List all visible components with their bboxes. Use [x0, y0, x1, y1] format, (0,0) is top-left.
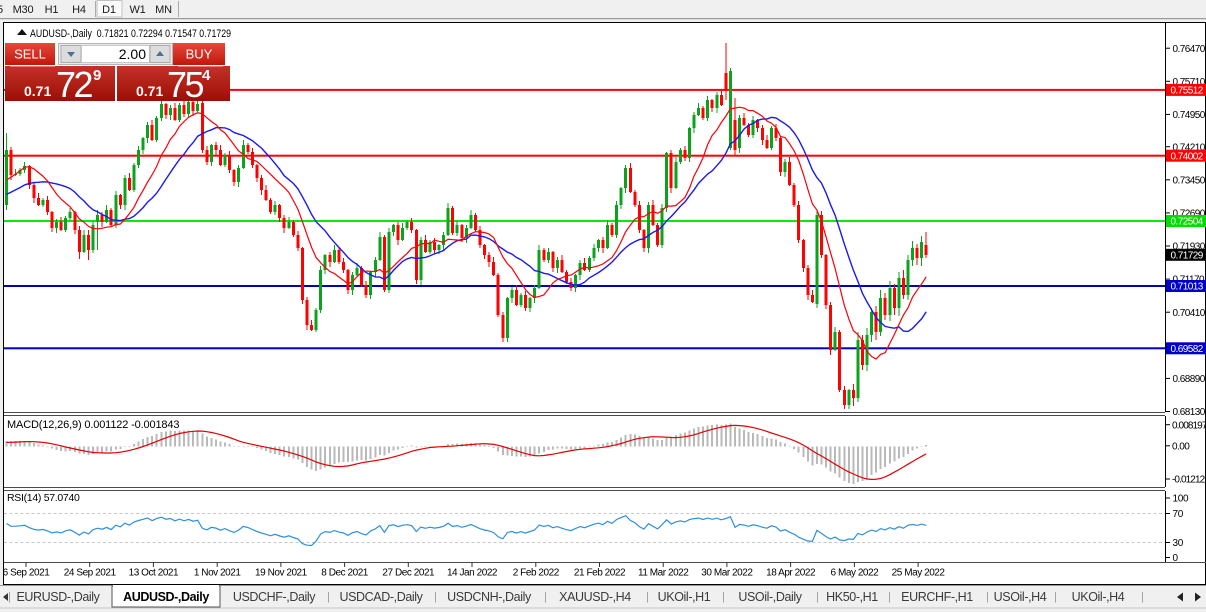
svg-text:70: 70 — [1173, 509, 1184, 520]
svg-text:19 Nov 2021: 19 Nov 2021 — [255, 568, 308, 579]
svg-text:1 Nov 2021: 1 Nov 2021 — [194, 568, 242, 579]
svg-text:-0.01212: -0.01212 — [1172, 475, 1206, 486]
svg-text:USOil-,H4: USOil-,H4 — [994, 590, 1047, 604]
svg-text:0.00: 0.00 — [1172, 441, 1190, 452]
svg-text:0.74002: 0.74002 — [1171, 151, 1204, 162]
svg-text:0: 0 — [1173, 553, 1179, 564]
svg-text:0.73450: 0.73450 — [1173, 175, 1206, 186]
svg-text:|: | — [888, 591, 891, 603]
svg-text:24 Sep 2021: 24 Sep 2021 — [64, 568, 117, 579]
svg-text:USDCNH-,Daily: USDCNH-,Daily — [447, 590, 532, 604]
svg-text:0.68890: 0.68890 — [1173, 374, 1206, 385]
svg-text:6 May 2022: 6 May 2022 — [831, 568, 880, 579]
svg-text:100: 100 — [1173, 494, 1190, 505]
svg-text:25 May 2022: 25 May 2022 — [892, 568, 946, 579]
svg-text:13 Oct 2021: 13 Oct 2021 — [129, 568, 179, 579]
svg-text:0.008197: 0.008197 — [1172, 420, 1206, 431]
svg-text:EURUSD-,Daily: EURUSD-,Daily — [16, 590, 100, 604]
svg-text:H4: H4 — [72, 4, 86, 16]
svg-text:|: | — [434, 591, 437, 603]
svg-text:2 Feb 2022: 2 Feb 2022 — [513, 568, 560, 579]
svg-text:11 Mar 2022: 11 Mar 2022 — [638, 568, 689, 579]
svg-text:0.71: 0.71 — [136, 83, 163, 99]
svg-text:USDCHF-,Daily: USDCHF-,Daily — [233, 590, 316, 604]
svg-text:27 Dec 2021: 27 Dec 2021 — [382, 568, 435, 579]
svg-text:0.76470: 0.76470 — [1173, 44, 1206, 55]
svg-text:0.68130: 0.68130 — [1173, 407, 1206, 418]
svg-text:W1: W1 — [129, 4, 145, 16]
svg-text:18 Apr 2022: 18 Apr 2022 — [766, 568, 816, 579]
svg-text:UKOil-,H4: UKOil-,H4 — [1072, 590, 1125, 604]
svg-text:EURCHF-,H1: EURCHF-,H1 — [901, 590, 973, 604]
svg-text:|: | — [816, 591, 819, 603]
svg-text:6 Sep 2021: 6 Sep 2021 — [3, 568, 51, 579]
svg-text:|: | — [722, 591, 725, 603]
svg-text:RSI(14) 57.0740: RSI(14) 57.0740 — [7, 492, 80, 504]
svg-text:|: | — [327, 591, 330, 603]
svg-text:|: | — [1141, 591, 1144, 603]
svg-text:USOil-,Daily: USOil-,Daily — [738, 590, 802, 604]
svg-text:9: 9 — [93, 67, 101, 84]
svg-text:MACD(12,26,9) 0.001122 -0.0018: MACD(12,26,9) 0.001122 -0.001843 — [7, 419, 179, 431]
svg-text:UKOil-,H1: UKOil-,H1 — [658, 590, 711, 604]
svg-text:|: | — [544, 591, 547, 603]
svg-text:21 Feb 2022: 21 Feb 2022 — [574, 568, 626, 579]
svg-text:|: | — [8, 591, 11, 603]
svg-text:8 Dec 2021: 8 Dec 2021 — [321, 568, 369, 579]
svg-text:0.75512: 0.75512 — [1171, 86, 1204, 97]
svg-text:HK50-,H1: HK50-,H1 — [826, 590, 878, 604]
svg-text:AUDUSD-,Daily: AUDUSD-,Daily — [123, 590, 209, 604]
svg-text:USDCAD-,Daily: USDCAD-,Daily — [339, 590, 423, 604]
svg-text:0.69582: 0.69582 — [1171, 344, 1204, 355]
svg-text:14 Jan 2022: 14 Jan 2022 — [447, 568, 498, 579]
svg-text:D1: D1 — [102, 4, 116, 16]
svg-text:0.71: 0.71 — [24, 83, 51, 99]
svg-text:0.72504: 0.72504 — [1171, 217, 1204, 228]
svg-text:BUY: BUY — [186, 47, 213, 62]
svg-text:4: 4 — [202, 67, 211, 84]
svg-text:2.00: 2.00 — [119, 46, 146, 62]
svg-text:|: | — [1054, 591, 1057, 603]
svg-text:0.71729: 0.71729 — [1171, 250, 1204, 261]
svg-text:0.74950: 0.74950 — [1173, 110, 1206, 121]
svg-text:30: 30 — [1173, 538, 1184, 549]
svg-text:5: 5 — [0, 4, 3, 16]
svg-text:XAUUSD-,H4: XAUUSD-,H4 — [559, 590, 631, 604]
svg-text:0.71013: 0.71013 — [1171, 282, 1204, 293]
svg-text:0.75710: 0.75710 — [1173, 77, 1206, 88]
svg-text:0.70410: 0.70410 — [1173, 308, 1206, 319]
svg-text:M30: M30 — [13, 4, 34, 16]
svg-text:|: | — [646, 591, 649, 603]
svg-text:H1: H1 — [45, 4, 59, 16]
svg-text:72: 72 — [56, 64, 93, 105]
svg-text:MN: MN — [155, 4, 172, 16]
svg-text:0.72690: 0.72690 — [1173, 209, 1206, 220]
svg-text:75: 75 — [167, 64, 204, 105]
svg-text:|: | — [986, 591, 989, 603]
svg-text:0.71930: 0.71930 — [1173, 242, 1206, 253]
svg-text:30 Mar 2022: 30 Mar 2022 — [701, 568, 753, 579]
svg-text:AUDUSD-,Daily 0.71821 0.72294: AUDUSD-,Daily 0.71821 0.72294 0.71547 0.… — [30, 28, 231, 40]
svg-text:0.74210: 0.74210 — [1173, 142, 1206, 153]
svg-text:SELL: SELL — [14, 47, 46, 62]
